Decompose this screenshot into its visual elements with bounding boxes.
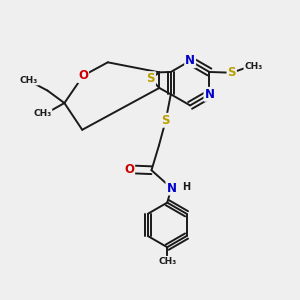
Text: H: H xyxy=(182,182,190,192)
Text: CH₃: CH₃ xyxy=(244,62,262,71)
Text: S: S xyxy=(227,66,236,79)
Text: S: S xyxy=(161,114,170,127)
Text: O: O xyxy=(78,69,88,82)
Text: O: O xyxy=(124,163,134,176)
Text: N: N xyxy=(204,88,214,101)
Text: CH₃: CH₃ xyxy=(20,76,38,85)
Text: S: S xyxy=(146,72,155,85)
Text: CH₃: CH₃ xyxy=(33,109,52,118)
Text: CH₃: CH₃ xyxy=(158,257,176,266)
Text: N: N xyxy=(167,182,176,194)
Text: N: N xyxy=(185,54,195,67)
